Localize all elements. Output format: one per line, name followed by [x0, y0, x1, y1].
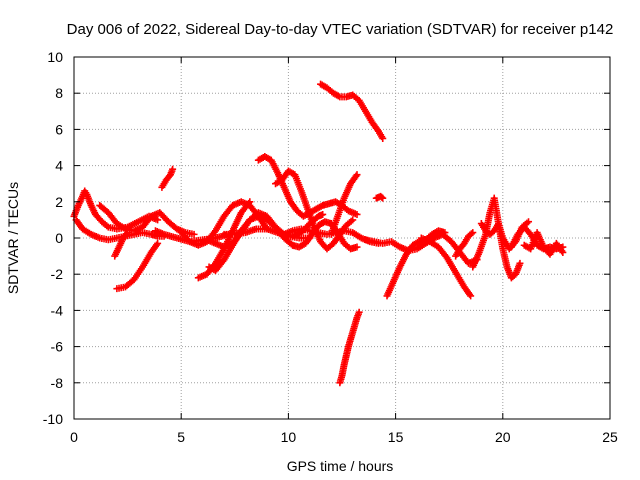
data-point: [169, 165, 177, 173]
data-point: [469, 229, 477, 237]
series-track-v: [383, 227, 449, 300]
series-track-s: [336, 308, 363, 387]
series-track-e: [111, 229, 132, 260]
series-track-x: [452, 229, 477, 260]
y-tick-label: -2: [51, 266, 64, 282]
y-tick-label: 2: [55, 194, 63, 210]
series-track-w: [417, 234, 475, 300]
series-track-k: [205, 210, 327, 275]
y-tick-label: 6: [55, 121, 63, 137]
y-tick-label: 4: [55, 158, 63, 174]
y-tick-label: -4: [51, 302, 64, 318]
x-tick-label: 20: [495, 429, 511, 445]
y-tick-label: 8: [55, 85, 63, 101]
x-tick-label: 5: [177, 429, 185, 445]
data-point-interp: [153, 241, 161, 249]
data-point-interp: [378, 193, 386, 201]
axis-ticks: 0 5 10 15 20 25 -10 -8 -6 -4 -2 0 2 4 6 8 10: [43, 49, 618, 445]
x-tick-label: 15: [388, 429, 404, 445]
y-tick-label: 0: [55, 230, 63, 246]
series-track-l: [220, 225, 314, 242]
data-point: [246, 198, 254, 206]
y-tick-label: -10: [43, 411, 63, 427]
x-tick-label: 10: [281, 429, 297, 445]
data-point-interp: [123, 230, 131, 238]
data-point: [353, 243, 361, 251]
x-axis-label: GPS time / hours: [287, 458, 394, 474]
data-point-interp: [466, 290, 474, 298]
y-tick-label: -8: [51, 375, 64, 391]
data-point: [154, 239, 162, 247]
chart-title: Day 006 of 2022, Sidereal Day-to-day VTE…: [67, 21, 614, 38]
data-point: [559, 248, 567, 256]
data-point: [516, 259, 524, 267]
data-point-interp: [467, 230, 475, 238]
y-tick-label: 10: [47, 49, 63, 65]
series-track-r: [317, 80, 387, 142]
data-point-interp: [558, 247, 566, 255]
series-track-ab: [520, 229, 567, 258]
data-point: [379, 134, 387, 142]
data-point: [467, 292, 475, 300]
data-point: [355, 308, 363, 316]
data-point: [353, 210, 361, 218]
x-tick-label: 0: [70, 429, 78, 445]
series-track-t: [372, 192, 387, 202]
series-track-b: [72, 216, 168, 244]
data-point: [379, 194, 387, 202]
y-tick-label: -6: [51, 339, 64, 355]
y-axis-label: SDTVAR / TECUs: [5, 182, 21, 294]
series-track-q: [327, 171, 361, 238]
data-points: [70, 80, 567, 387]
series-track-d: [113, 239, 162, 293]
x-tick-label: 25: [602, 429, 618, 445]
data-point: [441, 229, 449, 237]
data-point: [353, 171, 361, 179]
data-point: [154, 216, 162, 224]
series-track-f: [158, 165, 177, 191]
data-point: [349, 216, 357, 224]
data-point: [124, 229, 132, 237]
series-track-c: [96, 201, 198, 238]
data-point: [190, 230, 198, 238]
data-point-interp: [352, 172, 360, 180]
data-point: [319, 210, 327, 218]
data-point: [525, 218, 533, 226]
series-track-u: [362, 230, 481, 267]
